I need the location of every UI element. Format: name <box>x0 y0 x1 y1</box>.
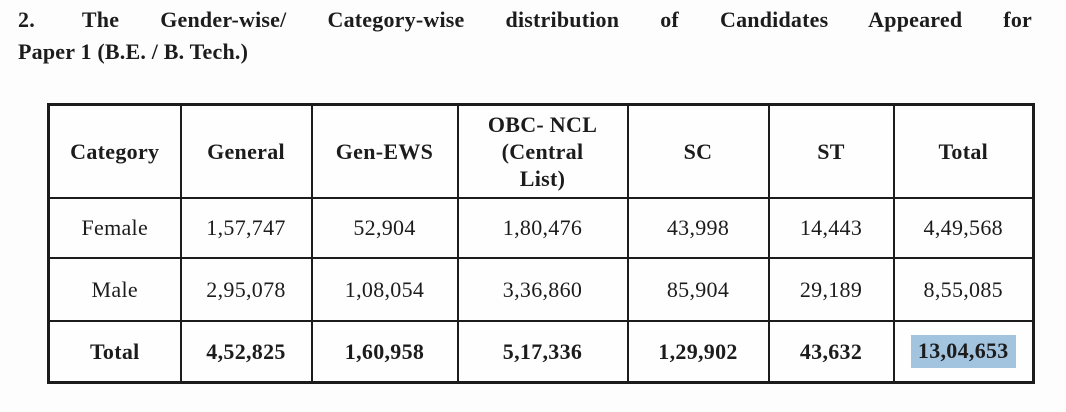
cell-female-general: 1,57,747 <box>179 197 313 259</box>
cell-total-grand: 13,04,653 <box>892 320 1035 384</box>
column-header-sc: SC <box>626 103 770 199</box>
cell-female-sc: 43,998 <box>626 197 770 259</box>
column-header-total: Total <box>892 103 1035 199</box>
column-header-category: Category <box>47 103 182 199</box>
row-label-total: Total <box>47 320 182 384</box>
section-number: 2. <box>18 7 35 32</box>
column-header-gen-ews: Gen-EWS <box>310 103 459 199</box>
cell-total-obc-ncl: 5,17,336 <box>456 320 629 384</box>
candidates-distribution-table: Category General Gen-EWS OBC- NCL (Centr… <box>47 103 1035 384</box>
cell-male-general: 2,95,078 <box>179 257 313 322</box>
cell-male-gen-ews: 1,08,054 <box>310 257 459 322</box>
cell-total-sc: 1,29,902 <box>626 320 770 384</box>
column-header-obc-ncl: OBC- NCL (Central List) <box>456 103 629 199</box>
section-heading: 2. The Gender-wise/ Category-wise distri… <box>18 4 1032 68</box>
cell-female-gen-ews: 52,904 <box>310 197 459 259</box>
cell-male-sc: 85,904 <box>626 257 770 322</box>
cell-total-st: 43,632 <box>767 320 895 384</box>
table-row-male: Male 2,95,078 1,08,054 3,36,860 85,904 2… <box>47 257 1035 322</box>
cell-female-st: 14,443 <box>767 197 895 259</box>
table-row-female: Female 1,57,747 52,904 1,80,476 43,998 1… <box>47 197 1035 259</box>
row-label-female: Female <box>47 197 182 259</box>
cell-male-total: 8,55,085 <box>892 257 1035 322</box>
column-header-general: General <box>179 103 313 199</box>
cell-female-obc-ncl: 1,80,476 <box>456 197 629 259</box>
table-row-total: Total 4,52,825 1,60,958 5,17,336 1,29,90… <box>47 320 1035 384</box>
heading-text: The Gender-wise/ Category-wise distribut… <box>81 7 1032 32</box>
heading-line-2: Paper 1 (B.E. / B. Tech.) <box>18 39 249 64</box>
cell-male-st: 29,189 <box>767 257 895 322</box>
header-row: Category General Gen-EWS OBC- NCL (Centr… <box>47 103 1035 199</box>
heading-line-1: 2. The Gender-wise/ Category-wise distri… <box>18 4 1032 36</box>
cell-female-total: 4,49,568 <box>892 197 1035 259</box>
cell-total-gen-ews: 1,60,958 <box>310 320 459 384</box>
cell-male-obc-ncl: 3,36,860 <box>456 257 629 322</box>
column-header-st: ST <box>767 103 895 199</box>
highlighted-grand-total: 13,04,653 <box>910 335 1016 368</box>
row-label-male: Male <box>47 257 182 322</box>
cell-total-general: 4,52,825 <box>179 320 313 384</box>
